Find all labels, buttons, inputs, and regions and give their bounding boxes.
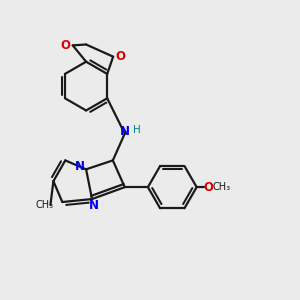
Text: O: O xyxy=(116,50,126,63)
Text: CH₃: CH₃ xyxy=(212,182,230,192)
Text: H: H xyxy=(133,125,140,135)
Text: O: O xyxy=(60,39,70,52)
Text: N: N xyxy=(75,160,85,173)
Text: N: N xyxy=(88,199,98,212)
Text: O: O xyxy=(204,181,214,194)
Text: N: N xyxy=(120,125,130,138)
Text: CH₃: CH₃ xyxy=(35,200,53,210)
